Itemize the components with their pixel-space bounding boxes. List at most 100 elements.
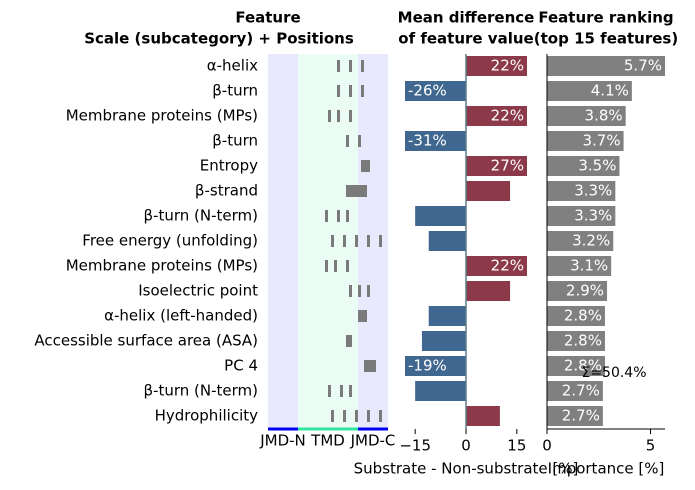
y-tick-label: β-turn <box>212 132 258 150</box>
bar <box>547 56 665 76</box>
position-mark <box>346 185 349 197</box>
bar <box>547 331 605 351</box>
position-mark <box>346 210 349 222</box>
position-mark <box>334 260 337 272</box>
bar <box>547 231 614 251</box>
value-label: -19% <box>408 357 447 375</box>
position-mark <box>328 110 331 122</box>
position-mark <box>373 360 376 372</box>
position-mark <box>364 185 367 197</box>
y-tick-label: β-turn <box>212 82 258 100</box>
value-label: 2.8% <box>564 357 602 375</box>
position-mark <box>337 85 340 97</box>
annotation: Σ=50.4% <box>581 365 646 381</box>
bar <box>421 331 466 351</box>
region-label: TMD <box>310 432 345 450</box>
bar <box>466 406 500 426</box>
bar <box>547 281 608 301</box>
position-mark <box>355 235 358 247</box>
x-axis-label: Substrate - Non-substrate [%] <box>354 460 579 478</box>
bar <box>547 131 624 151</box>
value-label: 3.5% <box>578 157 616 175</box>
position-mark <box>337 110 340 122</box>
bar <box>547 356 605 376</box>
position-mark <box>337 60 340 72</box>
bar <box>466 106 527 126</box>
position-mark <box>364 310 367 322</box>
position-mark <box>370 360 373 372</box>
panel-title: (top 15 features) <box>534 30 678 48</box>
value-label: 2.7% <box>562 382 600 400</box>
y-tick-label: Hydrophilicity <box>155 407 259 425</box>
bar <box>547 206 616 226</box>
position-mark <box>358 285 361 297</box>
bars <box>405 56 527 426</box>
value-label: 2.8% <box>564 307 602 325</box>
bar <box>405 356 466 376</box>
value-label: 27% <box>491 157 524 175</box>
position-mark <box>367 410 370 422</box>
y-tick-label: Accessible surface area (ASA) <box>34 332 258 350</box>
position-mark <box>328 385 331 397</box>
bar <box>547 156 620 176</box>
position-mark <box>355 185 358 197</box>
value-label: 22% <box>491 257 524 275</box>
y-tick-label: β-turn (N-term) <box>143 382 258 400</box>
value-label: -31% <box>408 132 447 150</box>
position-mark <box>379 410 382 422</box>
bar <box>405 131 466 151</box>
position-mark <box>379 235 382 247</box>
position-mark <box>358 135 361 147</box>
position-mark <box>325 260 328 272</box>
x-tick-label: 0 <box>542 437 552 455</box>
panel-title: Mean difference <box>398 9 535 27</box>
y-tick-label: Isoelectric point <box>138 282 258 300</box>
position-mark <box>367 160 370 172</box>
bar <box>547 81 632 101</box>
panel-title: of feature value <box>398 30 533 48</box>
value-label: 3.3% <box>574 207 612 225</box>
position-mark <box>367 360 370 372</box>
bar <box>428 306 466 326</box>
x-tick-label: −15 <box>399 437 431 455</box>
value-label: 22% <box>491 57 524 75</box>
region-label: JMD-C <box>350 432 396 450</box>
panel-title: Feature <box>235 9 300 27</box>
panel-title: Scale (subcategory) + Positions <box>84 30 354 48</box>
x-axis-label: Importance [%] <box>548 460 665 478</box>
panel-title: Feature ranking <box>538 9 673 27</box>
position-mark <box>352 185 355 197</box>
position-mark <box>331 410 334 422</box>
position-mark <box>361 160 364 172</box>
y-tick-label: α-helix (left-handed) <box>104 307 258 325</box>
position-mark <box>343 410 346 422</box>
bar <box>428 231 466 251</box>
position-mark <box>358 310 361 322</box>
position-mark <box>361 310 364 322</box>
position-mark <box>331 235 334 247</box>
position-mark <box>349 335 352 347</box>
bar <box>466 256 527 276</box>
position-mark <box>358 185 361 197</box>
y-tick-label: β-strand <box>195 182 258 200</box>
bar <box>466 181 511 201</box>
value-label: -26% <box>408 82 447 100</box>
position-mark <box>325 210 328 222</box>
y-tick-label: PC 4 <box>224 357 258 375</box>
value-label: 3.3% <box>574 182 612 200</box>
position-mark <box>343 235 346 247</box>
bar <box>547 106 626 126</box>
region-background <box>268 54 298 429</box>
y-tick-label: β-turn (N-term) <box>143 207 258 225</box>
position-mark <box>349 385 352 397</box>
x-tick-label: 5 <box>646 437 656 455</box>
y-tick-label: Free energy (unfolding) <box>82 232 258 250</box>
bar <box>415 381 466 401</box>
value-label: 3.8% <box>585 107 623 125</box>
y-tick-label: Membrane proteins (MPs) <box>66 107 258 125</box>
bar <box>547 181 616 201</box>
bar <box>547 306 605 326</box>
position-mark <box>346 335 349 347</box>
value-label: 22% <box>491 107 524 125</box>
